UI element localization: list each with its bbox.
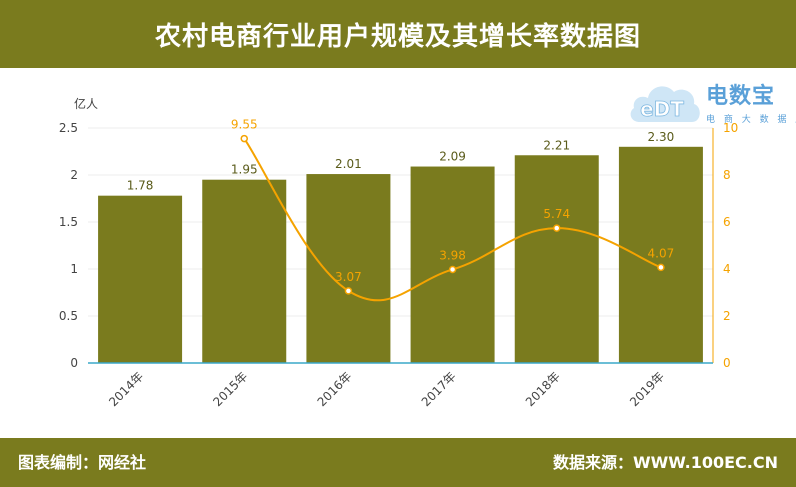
x-tick-label: 2016年 [315, 369, 355, 409]
bar-value-label: 1.95 [231, 163, 258, 177]
line-point [344, 287, 353, 295]
line-point [448, 265, 457, 274]
bar [514, 155, 599, 363]
header-bar: 农村电商行业用户规模及其增长率数据图 [0, 0, 796, 68]
line-value-label: 3.98 [439, 248, 466, 262]
bar [202, 179, 287, 363]
bar [618, 146, 703, 363]
y2-tick-label: 0 [723, 356, 731, 370]
y-tick-label: 2.5 [59, 121, 78, 135]
y2-tick-label: 2 [723, 309, 731, 323]
line-point [657, 263, 665, 272]
line-value-label: 4.07 [648, 246, 675, 260]
cloud-logo-icon: eDT [630, 86, 700, 122]
y2-tick-label: 4 [723, 262, 731, 276]
line-value-label: 9.55 [231, 118, 258, 132]
y-tick-label: 0.5 [59, 309, 78, 323]
x-tick-label: 2014年 [106, 369, 146, 409]
x-tick-label: 2015年 [210, 369, 250, 409]
footer-credit: 图表编制：网经社 [18, 453, 147, 472]
bar-value-label: 1.78 [127, 179, 154, 193]
bar [306, 174, 391, 363]
x-tick-label: 2018年 [523, 369, 563, 409]
y2-tick-label: 10 [723, 121, 738, 135]
y2-tick-label: 8 [723, 168, 731, 182]
y-tick-label: 0 [70, 356, 78, 370]
footer-bar: 图表编制：网经社 数据来源：WWW.100EC.CN [0, 438, 796, 487]
x-tick-label: 2019年 [627, 369, 667, 409]
footer-source: 数据来源：WWW.100EC.CN [552, 453, 778, 472]
y-axis-label: 亿人 [74, 96, 98, 111]
y-tick-label: 2 [70, 168, 78, 182]
y-tick-label: 1.5 [59, 215, 78, 229]
bar-value-label: 2.21 [543, 138, 570, 152]
y-tick-label: 1 [70, 262, 78, 276]
growth-rate-line [243, 138, 662, 302]
chart-area: 0 0.5 1 1.5 2 2.5 0 2 4 6 8 10 亿人 1.78 1.95 2.01 2.09 2.2… [59, 96, 738, 409]
bar-value-label: 2.09 [439, 150, 466, 164]
logo-title: 电数宝 [706, 84, 776, 109]
line-value-label: 5.74 [543, 207, 570, 221]
bar-value-label: 2.30 [648, 130, 675, 144]
line-point [553, 224, 561, 232]
logo: eDT 电数宝 电 商 大 数 据 库 [626, 74, 796, 134]
page-title: 农村电商行业用户规模及其增长率数据图 [154, 21, 641, 52]
line-value-label: 3.07 [335, 270, 362, 284]
logo-subtitle: 电 商 大 数 据 库 [706, 115, 796, 125]
bar-value-label: 2.01 [335, 157, 362, 171]
x-tick-label: 2017年 [419, 369, 459, 409]
logo-mark: eDT [640, 97, 684, 121]
y2-tick-label: 6 [723, 215, 731, 229]
bar [98, 195, 183, 363]
line-point [240, 134, 248, 143]
bar [410, 166, 495, 363]
